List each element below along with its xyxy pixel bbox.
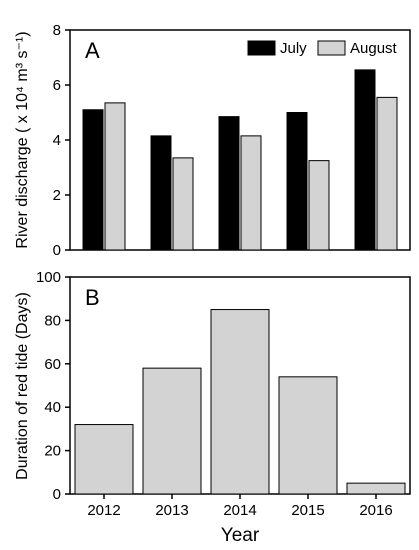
panel-b-y-tick-label: 80 [44,312,61,329]
panel-a-y-axis: 0 2 4 6 8 [53,22,70,259]
panel-b-y-tick-label: 0 [53,486,61,503]
bar-august-2015 [308,160,330,251]
bar-july-2014 [218,116,240,251]
panel-b-y-tick-label: 40 [44,399,61,416]
panel-b-letter: B [85,285,100,310]
x-tick-label: 2012 [87,502,120,519]
panel-b-bars [74,309,406,495]
bar-august-2013 [172,157,194,251]
panel-b-y-axis-label: Duration of red tide (Days) [14,292,31,480]
panel-b-y-tick-label: 20 [44,443,61,460]
bar-july-2016 [354,69,376,251]
x-tick-label: 2016 [359,502,392,519]
panel-a-letter: A [85,38,100,63]
panel-a-y-tick-label: 0 [53,242,61,259]
legend-swatch-july [247,40,276,56]
bar-july-2015 [286,112,308,251]
legend-label-august: August [350,40,398,57]
bar-july-2013 [150,135,172,251]
panel-a-y-axis-label: River discharge ( x 10⁴ m³ s⁻¹) [14,31,31,248]
x-axis-label: Year [221,525,260,546]
bar-red-tide-2012 [74,424,134,495]
legend-label-july: July [280,40,307,57]
panel-b-y-tick-label: 60 [44,356,61,373]
panel-b-y-tick-label: 100 [36,269,61,286]
panel-a-y-tick-label: 6 [53,77,61,94]
panel-a-y-axis-label-text: River discharge ( x 10⁴ m³ s⁻¹) [14,31,31,248]
bar-red-tide-2016 [346,482,406,495]
bar-red-tide-2015 [278,376,338,495]
panel-a-y-tick-label: 8 [53,22,61,39]
panel-b: B 0 20 40 60 80 100 2012 2013 2014 2015 2016 Year [36,269,411,546]
x-tick-label: 2015 [291,502,324,519]
bar-august-2016 [376,96,398,251]
bar-august-2014 [240,135,262,251]
x-tick-label: 2013 [155,502,188,519]
x-tick-label: 2014 [223,502,256,519]
panel-b-y-axis: 0 20 40 60 80 100 [36,269,70,503]
bar-july-2012 [82,109,104,251]
bar-august-2012 [104,102,126,251]
panel-a-y-tick-label: 4 [53,132,61,149]
legend: July August [247,40,398,57]
panel-a-bars [82,69,398,251]
panel-a: A July August 0 2 4 6 8 [53,22,411,259]
bar-red-tide-2014 [210,309,270,495]
x-axis: 2012 2013 2014 2015 2016 [87,494,393,519]
panel-a-y-tick-label: 2 [53,187,61,204]
legend-swatch-august [317,40,346,56]
bar-red-tide-2013 [142,367,202,495]
